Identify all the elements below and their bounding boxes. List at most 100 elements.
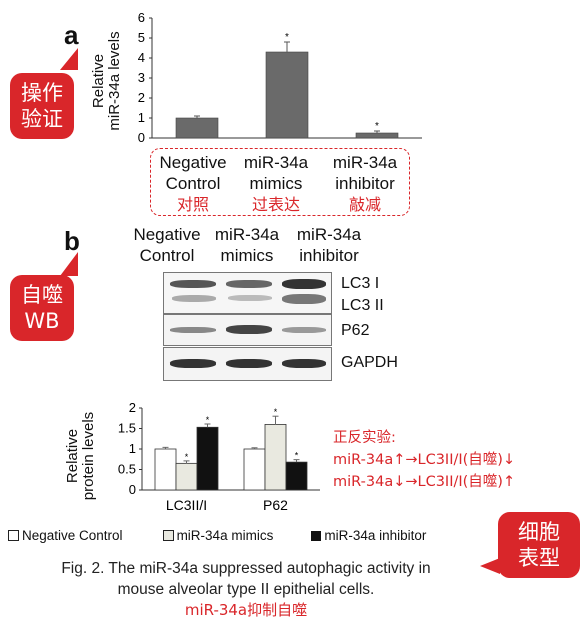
panel-b-ylabel: Relative protein levels [48,400,108,500]
legend: Negative Control miR-34a mimics miR-34a … [8,528,488,543]
blot-gapdh [163,347,332,381]
category-cn: 过表达 [251,195,300,214]
band-lc3i [170,280,216,288]
y-tick-label: 0.5 [118,462,136,477]
category-line1: Negative [159,153,227,172]
band-gapdh [282,359,326,368]
band-lc3ii [172,295,216,302]
note-line1: miR-34a↑→LC3II/I(自噬)↓ [333,452,516,468]
blot-label-lc3ii: LC3 II [341,297,384,314]
blot-label-gapdh: GAPDH [341,354,398,371]
blot-lc3 [163,272,332,314]
legend-label-negative: Negative Control [22,528,123,543]
significance-mark: * [295,451,299,461]
band-gapdh [170,359,216,368]
note-line2: miR-34a↓→LC3II/I(自噬)↑ [333,474,516,490]
note-title: 正反实验: [333,430,396,446]
bubble-text-line1: 自噬 [21,283,63,307]
bubble-text-line2: WB [24,309,60,333]
y-tick-label: 1.5 [118,421,136,436]
blot-p62 [163,314,332,346]
ylabel-line2: miR-34a levels [106,31,123,131]
y-tick-label: 5 [138,30,145,45]
blot-label-lc3i: LC3 I [341,275,380,292]
bubble-tail [60,252,78,276]
caption-cn: miR-34a抑制自噬 [184,601,308,619]
bubble-text-line1: 操作 [21,81,63,105]
panel-a-bubble: 操作 验证 [10,73,74,139]
band-lc3i [282,279,326,289]
legend-swatch-inhibitor [311,530,322,541]
y-tick-label: 4 [138,50,145,65]
bubble-text-line2: 表型 [518,546,560,570]
ylabel-line1: Relative [90,53,107,109]
panel-a-category-box [150,148,410,216]
bar-1 [265,51,309,139]
lane-line2: inhibitor [299,246,359,265]
x-category-label: P62 [263,497,288,513]
bar-0 [175,117,219,139]
band-lc3i [226,280,272,288]
figure-caption: Fig. 2. The miR-34a suppressed autophagi… [6,558,486,621]
panel-b-letter: b [64,226,80,256]
lane-line1: miR-34a [214,225,280,244]
lane-line2: Control [139,246,195,265]
band-p62 [282,327,326,333]
significance-mark: * [285,32,289,43]
bubble-text-line2: 验证 [21,107,63,131]
band-p62 [170,327,216,333]
caption-line1: Fig. 2. The miR-34a suppressed autophagi… [61,560,431,577]
panel-a-chart: 0 1 2 3 4 5 6 * * [138,10,422,145]
y-tick-label: 0 [129,482,136,497]
lane-line1: Negative [133,225,201,244]
lane-label-inhibitor: miR-34a inhibitor [290,224,368,266]
bubble-tail [60,48,78,70]
bubble-text-line1: 细胞 [518,520,560,544]
band-lc3ii [282,294,326,304]
y-tick-label: 1 [138,110,145,125]
ylabel-line1: Relative [64,428,81,484]
bar-1-0 [243,448,266,491]
category-line1: miR-34a [243,153,309,172]
y-tick-label: 6 [138,10,145,25]
band-lc3ii [228,295,272,301]
category-cn: 敲减 [348,195,381,214]
panel-b-note: 正反实验: miR-34a↑→LC3II/I(自噬)↓ miR-34a↓→LC3… [333,427,583,493]
y-tick-label: 1 [129,441,136,456]
y-tick-label: 2 [129,400,136,415]
y-tick-label: 0 [138,130,145,145]
bar-2 [355,132,399,139]
category-line2: inhibitor [335,174,395,193]
category-line2: Control [165,174,221,193]
bar-1-1 [264,423,287,491]
legend-swatch-negative [8,530,19,541]
lane-label-negative-control: Negative Control [122,224,212,266]
x-category-label: LC3II/I [166,497,207,513]
significance-mark: * [206,415,210,425]
phenotype-bubble: 细胞 表型 [498,512,580,578]
lane-line2: mimics [220,246,274,265]
category-negative-control: Negative Control 对照 [146,152,240,215]
band-gapdh [226,359,272,368]
panel-b-chart: 0 0.5 1 1.5 2 LC3II/I * * P62 * * [118,400,320,513]
legend-label-inhibitor: miR-34a inhibitor [324,528,427,543]
caption-line2: mouse alveolar type II epithelial cells. [117,581,375,598]
y-tick-label: 2 [138,90,145,105]
blot-label-p62: P62 [341,322,370,339]
panel-a-letter: a [64,20,79,50]
significance-mark: * [274,407,278,417]
band-p62 [226,325,272,334]
category-mimics: miR-34a mimics 过表达 [236,152,316,215]
significance-mark: * [185,452,189,462]
significance-mark: * [375,121,379,132]
category-line2: mimics [249,174,303,193]
lane-line1: miR-34a [296,225,362,244]
legend-label-mimics: miR-34a mimics [176,528,274,543]
bar-0-0 [154,448,177,491]
category-line1: miR-34a [332,153,398,172]
bar-0-2 [196,426,219,491]
lane-label-mimics: miR-34a mimics [208,224,286,266]
y-tick-label: 3 [138,70,145,85]
panel-a-ylabel: Relative miR-34a levels [90,20,123,140]
panel-b-bubble: 自噬 WB [10,275,74,341]
